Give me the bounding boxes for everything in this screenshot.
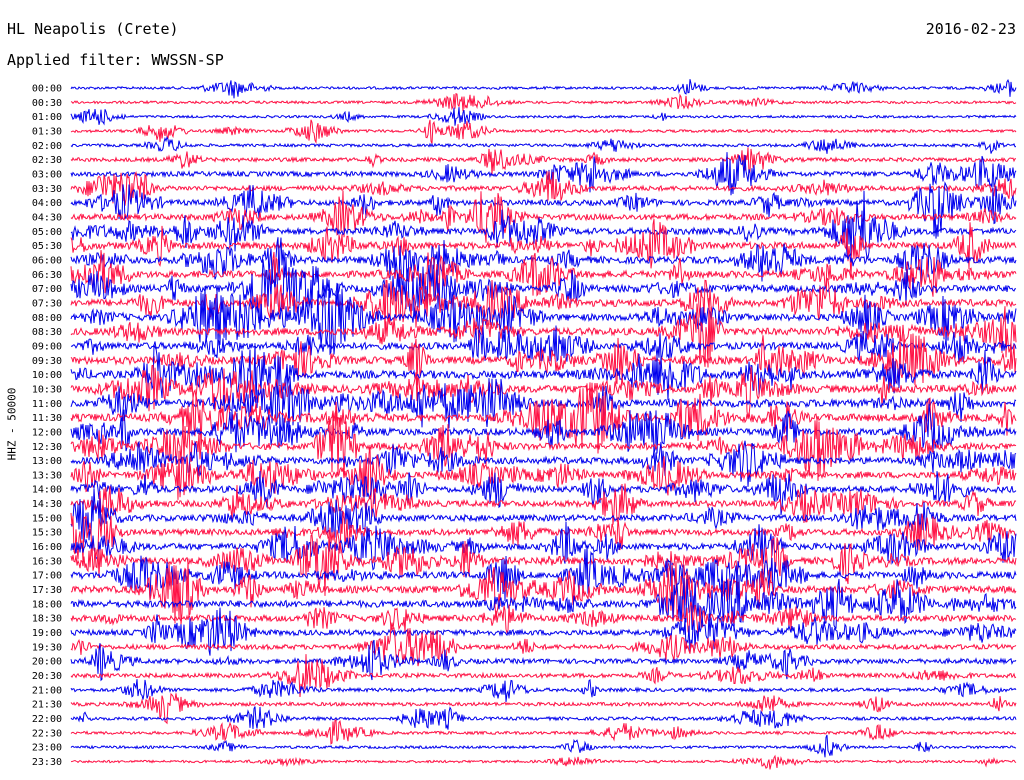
row-time-label: 06:30 [32,270,62,281]
row-time-label: 21:00 [32,685,62,696]
trace-row [70,488,1017,543]
station-title: HL Neapolis (Crete) [7,20,179,38]
row-time-label: 01:00 [32,112,62,123]
trace-row [70,341,1017,413]
row-time-label: 16:00 [32,542,62,553]
row-time-label: 03:00 [32,169,62,180]
row-time-label: 14:30 [32,499,62,510]
row-time-label: 10:30 [32,384,62,395]
row-time-label: 02:30 [32,155,62,166]
trace-row [70,719,1017,745]
row-time-label: 13:00 [32,456,62,467]
trace-row [70,190,1017,259]
row-time-label: 23:00 [32,743,62,754]
trace-row [70,401,1017,481]
trace-row [70,706,1017,730]
trace-row [70,440,1017,487]
row-time-label: 12:30 [32,442,62,453]
trace-row [70,678,1017,703]
trace-row [70,277,1017,334]
row-time-label: 07:00 [32,284,62,295]
row-time-label: 22:00 [32,714,62,725]
trace-row [70,521,1017,571]
trace-row [70,92,1017,112]
row-time-label: 14:00 [32,485,62,496]
row-time-label: 18:00 [32,599,62,610]
row-time-label: 10:00 [32,370,62,381]
row-time-label: 12:00 [32,427,62,438]
row-time-label: 15:00 [32,513,62,524]
trace-row [70,470,1017,516]
trace-row [70,136,1017,154]
row-time-label: 16:30 [32,556,62,567]
row-time-label: 19:00 [32,628,62,639]
row-time-label: 01:30 [32,126,62,137]
trace-row [70,333,1017,386]
row-time-label: 02:00 [32,141,62,152]
row-time-label: 17:00 [32,571,62,582]
trace-row [70,444,1017,500]
row-time-label: 13:30 [32,470,62,481]
trace-row [70,692,1017,725]
trace-row [70,171,1017,206]
trace-row [70,625,1017,667]
trace-row [70,654,1017,698]
trace-row [70,734,1017,758]
trace-row [70,639,1017,682]
trace-row [70,382,1017,454]
trace-row [70,503,1017,563]
row-time-label: 05:00 [32,227,62,238]
trace-row [70,403,1017,455]
row-time-label: 08:30 [32,327,62,338]
row-time-label: 17:30 [32,585,62,596]
row-time-label: 22:30 [32,728,62,739]
trace-row [70,297,1017,368]
trace-row [70,607,1017,656]
row-time-label: 23:30 [32,757,62,768]
row-time-label: 06:00 [32,255,62,266]
filter-label: Applied filter: WWSSN-SP [7,51,224,69]
row-time-label: 03:30 [32,184,62,195]
trace-row [70,107,1017,126]
row-time-label: 05:30 [32,241,62,252]
trace-row [70,325,1017,363]
row-time-label: 11:30 [32,413,62,424]
date-label: 2016-02-23 [925,20,1016,38]
trace-row [70,570,1017,632]
trace-row [70,483,1017,525]
row-time-label: 04:30 [32,212,62,223]
row-time-label: 09:30 [32,356,62,367]
trace-row [70,119,1017,145]
row-time-label: 00:30 [32,98,62,109]
row-time-label: 11:00 [32,399,62,410]
row-time-label: 04:00 [32,198,62,209]
trace-row [70,152,1017,196]
row-time-label: 15:30 [32,528,62,539]
trace-row [70,237,1017,290]
row-time-label: 08:00 [32,313,62,324]
row-time-label: 19:30 [32,642,62,653]
trace-row [70,544,1017,602]
trace-row [70,250,1017,300]
trace-row [70,283,1017,356]
row-time-label: 07:30 [32,298,62,309]
trace-row [70,558,1017,625]
trace-row [70,754,1017,770]
row-labels: 00:00 00:30 01:00 01:30 02:00 02:30 03:00 03:30… [32,84,62,769]
row-time-label: 18:30 [32,614,62,625]
row-time-label: 20:00 [32,657,62,668]
trace-row [70,147,1016,175]
trace-row [70,256,1016,324]
seismic-traces [70,78,1017,770]
trace-row [70,181,1017,239]
row-time-label: 20:30 [32,671,62,682]
trace-row [70,78,1017,99]
trace-row [70,601,1017,635]
row-time-label: 00:00 [32,84,62,95]
row-time-label: 21:30 [32,700,62,711]
row-time-label: 09:00 [32,341,62,352]
